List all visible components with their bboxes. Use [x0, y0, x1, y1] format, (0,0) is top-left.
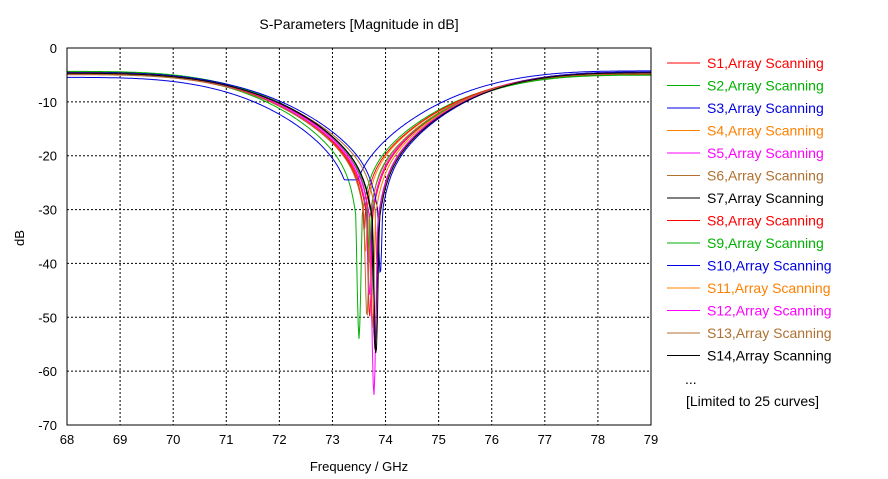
- x-tick-label: 76: [484, 432, 498, 447]
- x-tick-label: 72: [272, 432, 286, 447]
- grid-lines: [67, 48, 651, 425]
- legend-label-s8: S8,Array Scanning: [707, 213, 824, 229]
- legend-label-s10: S10,Array Scanning: [707, 258, 832, 274]
- x-tick-label: 79: [644, 432, 658, 447]
- legend-label-s3: S3,Array Scanning: [707, 100, 824, 116]
- x-tick-label: 77: [538, 432, 552, 447]
- plot-frame: [66, 47, 652, 426]
- x-tick-label: 73: [325, 432, 339, 447]
- curves-group: [66, 70, 651, 395]
- x-tick-label: 74: [378, 432, 392, 447]
- curve-s9: [67, 70, 651, 263]
- x-axis-label: Frequency / GHz: [310, 459, 408, 474]
- y-tick-label: -50: [38, 310, 57, 325]
- curve-s3: [67, 70, 651, 181]
- x-tick-labels: 68 69 70 71 72 73 74 75 76 77 78 79: [60, 432, 658, 447]
- x-tick-label: 75: [431, 432, 445, 447]
- x-tick-label: 71: [219, 432, 233, 447]
- y-tick-label: -60: [38, 364, 57, 379]
- y-tick-label: -40: [38, 256, 57, 271]
- legend-label-s9: S9,Array Scanning: [707, 235, 824, 251]
- legend: S1,Array Scanning S2,Array Scanning S3,Arr…: [667, 55, 832, 364]
- x-tick-label: 68: [60, 432, 74, 447]
- legend-label-s11: S11,Array Scanning: [707, 280, 830, 296]
- x-tick-label: 70: [166, 432, 180, 447]
- legend-label-s7: S7,Array Scanning: [707, 190, 824, 206]
- legend-label-s2: S2,Array Scanning: [707, 78, 824, 94]
- x-tick-label: 78: [591, 432, 605, 447]
- legend-label-s5: S5,Array Scanning: [707, 145, 824, 161]
- y-axis-label: dB: [12, 230, 27, 246]
- y-tick-label: -20: [38, 149, 57, 164]
- y-tick-label: -70: [38, 418, 57, 433]
- y-tick-label: 0: [50, 41, 57, 56]
- legend-label-s1: S1,Array Scanning: [707, 55, 824, 71]
- legend-label-s12: S12,Array Scanning: [707, 303, 832, 319]
- y-tick-label: -30: [38, 203, 57, 218]
- y-tick-labels: 0 -10 -20 -30 -40 -50 -60 -70: [38, 41, 57, 433]
- y-tick-label: -10: [38, 95, 57, 110]
- x-tick-label: 69: [113, 432, 127, 447]
- chart-title: S-Parameters [Magnitude in dB]: [259, 16, 458, 32]
- legend-label-s14: S14,Array Scanning: [707, 348, 832, 364]
- legend-limit-note: [Limited to 25 curves]: [686, 393, 819, 409]
- legend-label-s6: S6,Array Scanning: [707, 168, 824, 184]
- curve-s14: [67, 72, 651, 354]
- legend-more: ...: [685, 371, 697, 387]
- legend-label-s13: S13,Array Scanning: [707, 325, 832, 341]
- legend-label-s4: S4,Array Scanning: [707, 123, 824, 139]
